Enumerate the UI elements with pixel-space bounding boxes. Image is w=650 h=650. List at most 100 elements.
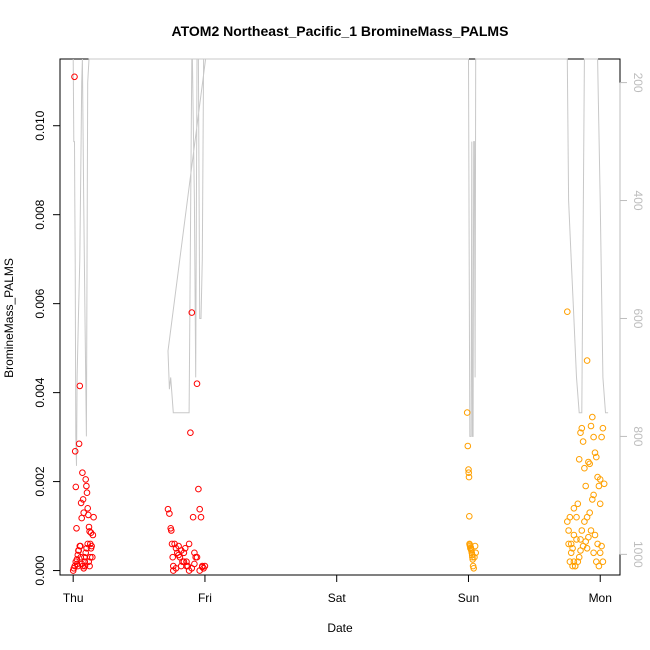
x-axis-label: Date	[327, 621, 353, 635]
data-point	[193, 553, 201, 561]
plot-frame	[59, 58, 621, 576]
data-point	[81, 558, 89, 566]
data-point	[591, 531, 599, 539]
data-point	[590, 433, 597, 441]
data-point	[582, 482, 590, 490]
data-point	[195, 485, 202, 493]
data-point	[83, 482, 90, 490]
data-point	[595, 482, 603, 490]
data-point	[185, 540, 193, 548]
data-point	[591, 449, 599, 457]
data-point	[567, 549, 575, 557]
series-4	[564, 308, 608, 570]
data-point	[78, 514, 85, 522]
data-point	[470, 565, 478, 572]
y-tick-label: 0.002	[33, 466, 47, 496]
data-point	[578, 527, 586, 534]
chart-title: ATOM2 Northeast_Pacific_1 BromineMass_PA…	[172, 23, 509, 39]
y2-tick-label: 200	[631, 73, 645, 93]
data-point	[581, 464, 588, 472]
data-point	[569, 545, 576, 552]
data-point	[578, 424, 586, 432]
y2-tick-label: 1000	[631, 541, 645, 568]
series-1	[69, 73, 97, 574]
data-point	[82, 549, 89, 557]
data-point	[565, 540, 572, 548]
data-point	[87, 545, 95, 552]
data-point	[577, 429, 584, 437]
data-point	[579, 438, 587, 445]
y-axis-label: BromineMass_PALMS	[2, 258, 16, 378]
y-tick-label: 0.006	[33, 288, 47, 318]
data-point	[188, 309, 196, 316]
x-tick-label: Sat	[328, 591, 347, 605]
data-point	[73, 525, 80, 532]
data-point	[574, 500, 582, 508]
data-point	[586, 460, 594, 468]
data-point	[76, 382, 84, 390]
data-point	[463, 409, 471, 416]
data-point	[596, 500, 604, 508]
y-tick-label: 0.008	[33, 199, 47, 229]
data-point	[85, 558, 92, 566]
data-point	[197, 513, 205, 521]
data-point	[567, 540, 575, 548]
y2-tick-label: 400	[631, 191, 645, 211]
y2-tick-label: 800	[631, 426, 645, 446]
data-point	[583, 357, 591, 364]
data-point	[598, 433, 605, 441]
data-point	[77, 553, 85, 561]
data-point	[80, 565, 87, 572]
data-point	[168, 540, 176, 548]
data-point	[587, 527, 595, 534]
data-point	[590, 491, 597, 499]
x-tick-label: Fri	[198, 591, 212, 605]
data-point	[87, 553, 94, 561]
data-point	[577, 536, 584, 543]
data-point	[166, 510, 173, 517]
altitude-layer	[72, 58, 609, 466]
data-point	[570, 505, 578, 512]
y-tick-label: 0.000	[33, 555, 47, 585]
data-point	[598, 542, 605, 550]
data-point	[199, 563, 206, 571]
data-point	[599, 558, 607, 566]
data-point	[585, 458, 592, 466]
data-point	[193, 380, 201, 388]
data-point	[465, 469, 473, 477]
data-point	[76, 542, 84, 550]
data-point	[565, 527, 572, 534]
data-point	[79, 496, 87, 503]
x-tick-label: Sun	[458, 591, 479, 605]
data-point	[574, 558, 582, 566]
data-point	[196, 505, 203, 513]
data-point	[589, 413, 596, 421]
data-point	[71, 448, 79, 455]
data-point	[169, 553, 176, 561]
data-point	[583, 513, 591, 521]
data-point	[85, 523, 93, 531]
data-point	[71, 562, 79, 570]
data-point	[183, 558, 190, 566]
data-point	[564, 308, 571, 316]
data-point	[600, 480, 608, 488]
data-point	[90, 513, 97, 521]
data-point	[465, 466, 472, 473]
data-point	[471, 542, 479, 550]
x-axis: Thu Fri Sat Sun Mon	[63, 574, 612, 605]
data-point	[164, 505, 172, 513]
data-point	[168, 527, 175, 534]
data-point	[71, 73, 78, 81]
points-layer	[69, 73, 608, 574]
data-point	[564, 518, 571, 525]
data-point	[468, 551, 476, 559]
data-point	[569, 562, 576, 570]
data-point	[589, 496, 596, 503]
data-point	[585, 533, 592, 541]
data-point	[575, 553, 583, 561]
data-point	[77, 499, 85, 507]
data-point	[82, 476, 89, 483]
data-point	[466, 513, 473, 520]
data-point	[590, 549, 597, 557]
